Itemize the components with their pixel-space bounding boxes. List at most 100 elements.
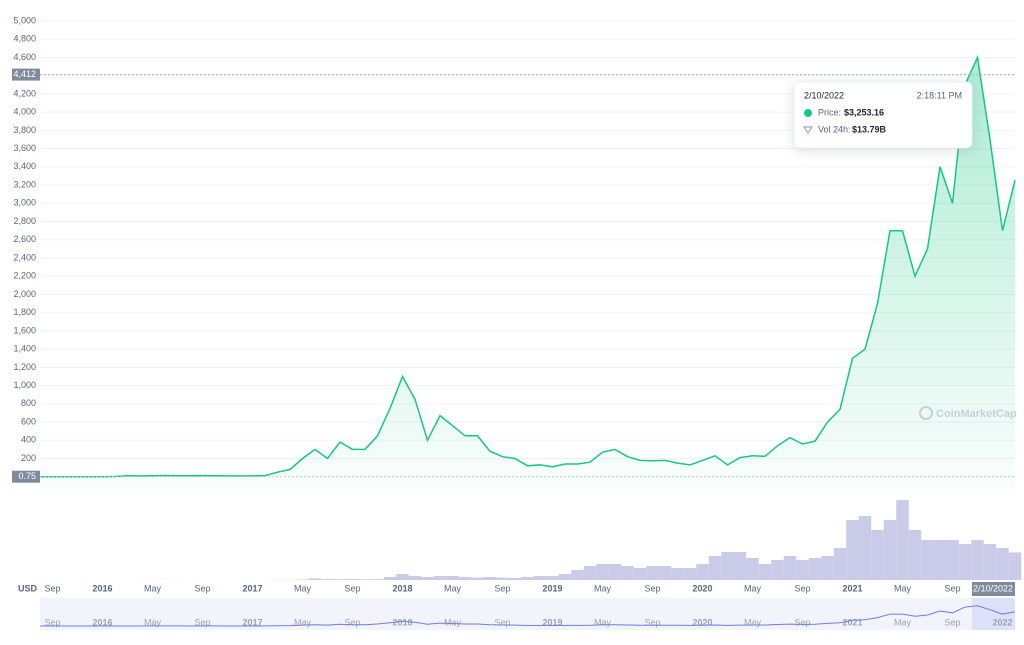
y-tick-label: 3,000	[13, 198, 36, 208]
currency: USD	[18, 583, 38, 593]
y-tick-label: 3,800	[13, 125, 36, 135]
volume-bar	[359, 579, 372, 580]
volume-bar	[646, 566, 659, 580]
volume-bar	[884, 520, 897, 580]
volume-bar	[696, 564, 709, 580]
volume-bar	[484, 577, 497, 580]
navigator-label: Sep	[944, 617, 960, 627]
volume-bar	[309, 578, 322, 580]
navigator-label: Sep	[494, 617, 510, 627]
y-tick-label: 600	[21, 416, 36, 426]
volume-bar	[971, 540, 984, 580]
volume-bar	[921, 540, 934, 580]
volume-bar	[471, 578, 484, 580]
volume-bar	[759, 564, 772, 580]
y-tick-label: 1,200	[13, 362, 36, 372]
volume-bar	[321, 579, 334, 580]
navigator-label: 2022	[992, 617, 1012, 627]
y-tick-label: 400	[21, 435, 36, 445]
volume-bar	[346, 579, 359, 580]
y-tick-label: 1,000	[13, 380, 36, 390]
x-tick-label: May	[144, 583, 162, 593]
volume-bar	[734, 552, 747, 580]
navigator-label: Sep	[644, 617, 660, 627]
navigator-label: May	[294, 617, 312, 627]
tooltip-price-label: Price:	[818, 107, 841, 117]
y-tick-label: 1,800	[13, 307, 36, 317]
volume-bar	[871, 530, 884, 580]
volume-bar	[534, 576, 547, 580]
tooltip-vol: $13.79B	[852, 124, 887, 134]
tooltip-date: 2/10/2022	[804, 90, 844, 100]
y-tick-label: 4,200	[13, 88, 36, 98]
x-tick-label: 2019	[542, 583, 562, 593]
volume-bar	[996, 548, 1009, 580]
volume-bar	[934, 540, 947, 580]
y-tick-label: 200	[21, 453, 36, 463]
y-tick-label: 2,000	[13, 289, 36, 299]
cursor-date: 2/10/2022	[973, 583, 1013, 593]
volume-bar	[796, 560, 809, 580]
volume-bar	[896, 500, 909, 580]
x-tick-label: Sep	[644, 583, 660, 593]
y-tick-label: 5,000	[13, 15, 36, 25]
navigator-label: 2020	[692, 617, 712, 627]
x-tick-label: May	[894, 583, 912, 593]
volume-bar	[596, 564, 609, 580]
x-tick-label: May	[744, 583, 762, 593]
volume-bar	[609, 564, 622, 580]
volume-bar	[809, 558, 822, 580]
y-tick-label: 4,000	[13, 107, 36, 117]
y-tick-label: 4,600	[13, 52, 36, 62]
x-tick-label: 2021	[842, 583, 862, 593]
y-tick-label: 800	[21, 398, 36, 408]
volume-bar	[334, 579, 347, 580]
volume-bar	[746, 558, 759, 580]
tooltip-price-dot	[804, 109, 812, 117]
volume-bar	[859, 516, 872, 580]
x-tick-label: 2016	[92, 583, 112, 593]
volume-bar	[371, 579, 384, 580]
volume-bar	[446, 576, 459, 580]
volume-bar	[409, 576, 422, 580]
volume-bar	[546, 576, 559, 580]
volume-bar	[659, 566, 672, 580]
volume-bar	[296, 579, 309, 580]
volume-bar	[521, 577, 534, 580]
volume-bar	[671, 568, 684, 580]
volume-bar	[634, 568, 647, 580]
x-tick-label: 2017	[242, 583, 262, 593]
volume-bar	[459, 577, 472, 580]
y-tick-label: 2,600	[13, 234, 36, 244]
navigator-label: Sep	[344, 617, 360, 627]
x-tick-label: Sep	[794, 583, 810, 593]
x-tick-label: May	[294, 583, 312, 593]
volume-bar	[821, 556, 834, 580]
volume-bar	[946, 540, 959, 580]
volume-bar	[571, 570, 584, 580]
crosshair-label: 4,412	[13, 69, 36, 79]
x-tick-label: 2018	[392, 583, 412, 593]
y-tick-label: 2,800	[13, 216, 36, 226]
volume-bar	[384, 577, 397, 580]
x-tick-label: May	[444, 583, 462, 593]
volume-bar	[1009, 552, 1022, 580]
y-tick-label: 3,400	[13, 161, 36, 171]
x-tick-label: Sep	[194, 583, 210, 593]
volume-bar	[721, 552, 734, 580]
volume-bar	[834, 548, 847, 580]
volume-bar	[496, 578, 509, 580]
x-tick-label: May	[594, 583, 612, 593]
y-tick-label: 1,600	[13, 325, 36, 335]
navigator-label: May	[444, 617, 462, 627]
volume-bar	[421, 577, 434, 580]
tooltip-price: $3,253.16	[844, 107, 884, 117]
navigator-label: May	[744, 617, 762, 627]
y-tick-label: 4,800	[13, 34, 36, 44]
y-tick-label: 3,600	[13, 143, 36, 153]
x-tick-label: Sep	[44, 583, 60, 593]
volume-bar	[396, 574, 409, 580]
volume-bar	[559, 574, 572, 580]
